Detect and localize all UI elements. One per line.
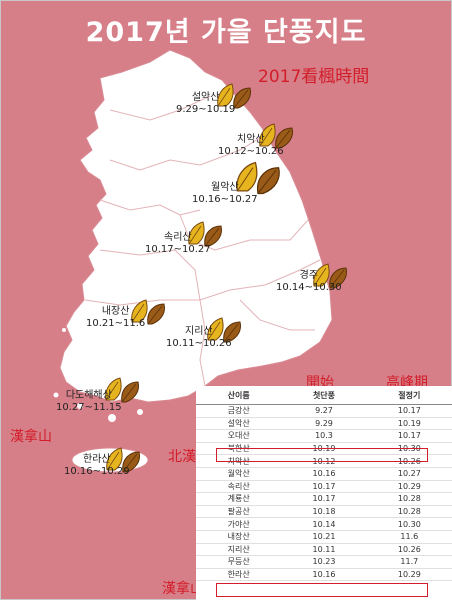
peak-foliage-cell: 10.30 (366, 517, 452, 531)
location-dates: 10.17~10.27 (145, 244, 211, 255)
peak-foliage-cell: 11.6 (366, 530, 452, 544)
islands (53, 328, 143, 422)
location-label: 다도해해상 10.27~11.15 (56, 390, 122, 414)
table-row: 무등산 10.23 11.7 (196, 555, 452, 569)
first-foliage-cell: 10.17 (281, 492, 367, 506)
bukhansan-highlight (216, 448, 428, 462)
location-label: 설악산 9.29~10.19 (176, 92, 235, 116)
table-row: 한라산 10.16 10.29 (196, 568, 452, 582)
peak-foliage-cell: 10.26 (366, 543, 452, 557)
location-label: 속리산 10.17~10.27 (145, 232, 211, 256)
location-label: 월악산 10.16~10.27 (192, 182, 258, 206)
first-foliage-cell: 10.14 (281, 517, 367, 531)
maple-leaf-icon (185, 220, 225, 252)
location-name: 지리산 (185, 326, 213, 337)
column-header: 절정기 (366, 386, 452, 405)
table-row: 계룡산 10.17 10.28 (196, 492, 452, 506)
maple-leaf-icon (232, 160, 284, 200)
location-dates: 10.11~10.26 (166, 338, 232, 349)
location-name: 월악산 (211, 182, 239, 193)
peak-foliage-cell: 10.19 (366, 417, 452, 431)
first-foliage-cell: 10.17 (281, 480, 367, 494)
first-foliage-cell: 10.11 (281, 543, 367, 557)
peak-foliage-cell: 10.17 (366, 429, 452, 443)
table-row: 지리산 10.11 10.26 (196, 543, 452, 557)
peak-foliage-cell: 10.28 (366, 492, 452, 506)
hallasan-highlight (216, 583, 428, 597)
mountain-name-cell: 계룡산 (196, 492, 282, 506)
maple-leaf-icon (128, 298, 168, 330)
province-borders (84, 95, 321, 387)
location-dates: 10.14~10.30 (276, 282, 342, 293)
first-foliage-cell: 10.23 (281, 555, 367, 569)
location-name: 속리산 (164, 232, 192, 243)
table-row: 가야산 10.14 10.30 (196, 517, 452, 531)
table-header-row: 산이름 첫단풍 절정기 (196, 386, 452, 405)
first-foliage-cell: 9.27 (281, 404, 367, 418)
mountain-name-cell: 오대산 (196, 429, 282, 443)
location-dates: 10.12~10.26 (218, 146, 284, 157)
table-row: 속리산 10.17 10.29 (196, 480, 452, 494)
subtitle-annotation: 2017看楓時間 (258, 67, 370, 87)
first-foliage-cell: 9.29 (281, 417, 367, 431)
peak-foliage-cell: 10.29 (366, 568, 452, 582)
foliage-table: 산이름 첫단풍 절정기 금강산 9.27 10.17 설악산 9.29 10.19 오대산 1… (196, 386, 452, 582)
column-header: 산이름 (196, 386, 282, 405)
maple-leaf-icon (256, 122, 296, 154)
location-name: 내장산 (101, 306, 130, 317)
location-name: 한라산 (83, 454, 111, 465)
mountain-name-cell: 속리산 (196, 480, 282, 494)
hallasan-bottom-annotation: 漢拿山 (162, 581, 204, 597)
peak-foliage-cell: 11.7 (366, 555, 452, 569)
maple-leaf-icon (103, 446, 143, 478)
mountain-name-cell: 가야산 (196, 517, 282, 531)
location-label: 지리산 10.11~10.26 (166, 326, 232, 350)
location-label: 내장산 10.21~11.6 (86, 306, 145, 330)
first-foliage-cell: 10.16 (281, 568, 367, 582)
first-foliage-cell: 10.18 (281, 505, 367, 519)
mountain-name-cell: 팔공산 (196, 505, 282, 519)
location-dates: 10.21~11.6 (86, 318, 146, 329)
mountain-name-cell: 설악산 (196, 417, 282, 431)
location-label: 한라산 10.16~10.29 (64, 454, 130, 478)
location-label: 치악산 10.12~10.26 (218, 134, 284, 158)
location-name: 설악산 (191, 92, 220, 103)
mountain-name-cell: 한라산 (196, 568, 282, 582)
maple-leaf-icon (214, 82, 254, 114)
first-foliage-cell: 10.21 (281, 530, 367, 544)
first-foliage-cell: 10.3 (281, 429, 367, 443)
location-name: 다도해해상 (65, 390, 112, 401)
location-dates: 10.27~11.15 (56, 402, 122, 413)
location-dates: 9.29~10.19 (176, 104, 236, 115)
location-dates: 10.16~10.27 (192, 194, 258, 205)
location-dates: 10.16~10.29 (64, 466, 130, 477)
map-title: 2017년 가을 단풍지도 (85, 17, 367, 48)
peak-foliage-cell: 10.29 (366, 480, 452, 494)
table-row: 오대산 10.3 10.17 (196, 429, 452, 443)
location-name: 경주 (299, 270, 319, 281)
peak-foliage-cell: 10.17 (366, 404, 452, 418)
peak-foliage-cell: 10.28 (366, 505, 452, 519)
mountain-name-cell: 내장산 (196, 530, 282, 544)
maple-leaf-icon (204, 316, 244, 348)
maple-leaf-icon (310, 262, 350, 294)
table-row: 팔공산 10.18 10.28 (196, 505, 452, 519)
table-row: 내장산 10.21 11.6 (196, 530, 452, 544)
first-foliage-cell: 10.16 (281, 467, 367, 481)
mountain-name-cell: 무등산 (196, 555, 282, 569)
maple-leaf-icon (102, 376, 142, 408)
peak-foliage-cell: 10.27 (366, 467, 452, 481)
table-row: 설악산 9.29 10.19 (196, 417, 452, 431)
mountain-name-cell: 금강산 (196, 404, 282, 418)
table-row: 금강산 9.27 10.17 (196, 404, 452, 418)
mountain-name-cell: 지리산 (196, 543, 282, 557)
location-name: 치악산 (237, 134, 265, 145)
mountain-name-cell: 월악산 (196, 467, 282, 481)
table-row: 월악산 10.16 10.27 (196, 467, 452, 481)
foliage-table-panel: 산이름 첫단풍 절정기 금강산 9.27 10.17 설악산 9.29 10.19 오대산 1… (196, 386, 452, 600)
column-header: 첫단풍 (281, 386, 367, 405)
hallasan-left-annotation: 漢拿山 (10, 429, 52, 445)
location-label: 경주 10.14~10.30 (276, 270, 342, 294)
